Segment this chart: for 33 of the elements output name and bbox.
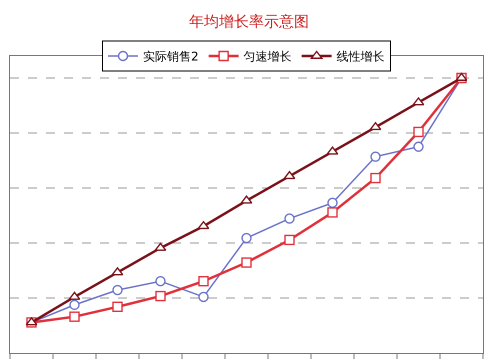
chart-title: 年均增长率示意图 xyxy=(189,12,309,31)
point xyxy=(284,234,295,246)
point xyxy=(413,126,424,138)
legend-label: 线性增长 xyxy=(336,50,385,64)
point xyxy=(412,97,424,106)
point xyxy=(112,284,123,296)
point xyxy=(112,267,124,276)
point xyxy=(26,317,38,326)
point xyxy=(69,312,80,322)
point xyxy=(327,198,338,208)
point xyxy=(327,207,338,218)
point xyxy=(241,232,252,244)
legend-label: 实际销售2 xyxy=(143,50,199,64)
point xyxy=(112,302,123,312)
point xyxy=(155,290,166,302)
point xyxy=(69,300,80,310)
point xyxy=(198,292,209,302)
point xyxy=(370,151,381,162)
point xyxy=(241,257,252,268)
point xyxy=(370,122,382,130)
point xyxy=(198,276,209,286)
point xyxy=(198,221,210,230)
point xyxy=(370,172,381,184)
point xyxy=(155,276,166,286)
point xyxy=(284,170,296,180)
point xyxy=(413,142,424,152)
point xyxy=(154,242,166,251)
point xyxy=(326,146,338,155)
point xyxy=(456,72,468,81)
point xyxy=(284,213,295,224)
point xyxy=(240,195,252,204)
point xyxy=(68,292,80,300)
legend-label: 匀速增长 xyxy=(244,50,292,64)
